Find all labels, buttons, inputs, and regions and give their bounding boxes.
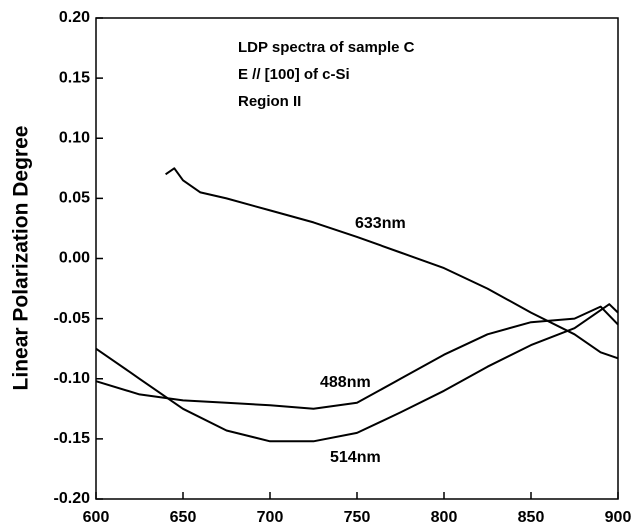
x-tick-label: 850	[518, 509, 545, 526]
series-label: 488nm	[320, 374, 371, 391]
y-tick-label: 0.15	[59, 69, 90, 86]
series-label: 633nm	[355, 215, 406, 232]
x-tick-label: 800	[431, 509, 458, 526]
y-tick-label: 0.00	[59, 250, 90, 267]
y-tick-label: -0.20	[54, 490, 91, 507]
y-tick-label: 0.10	[59, 129, 90, 146]
x-tick-label: 600	[83, 509, 110, 526]
series-label: 514nm	[330, 449, 381, 466]
x-tick-label: 750	[344, 509, 371, 526]
data-line	[95, 305, 619, 410]
y-tick-label: -0.10	[54, 370, 91, 387]
y-tick-label: -0.05	[54, 310, 91, 327]
annotation: E // [100] of c-Si	[238, 66, 350, 83]
data-line	[165, 167, 619, 360]
plot-frame	[95, 17, 619, 500]
data-line	[95, 303, 619, 443]
y-tick-label: 0.05	[59, 190, 90, 207]
annotation: LDP spectra of sample C	[238, 39, 415, 56]
annotation: Region II	[238, 93, 301, 110]
x-tick-label: 900	[605, 509, 632, 526]
x-tick-label: 650	[170, 509, 197, 526]
y-axis-label: Linear Polarization Degree	[10, 126, 33, 391]
y-tick-label: 0.20	[59, 9, 90, 26]
y-tick-label: -0.15	[54, 430, 91, 447]
x-tick-label: 700	[257, 509, 284, 526]
